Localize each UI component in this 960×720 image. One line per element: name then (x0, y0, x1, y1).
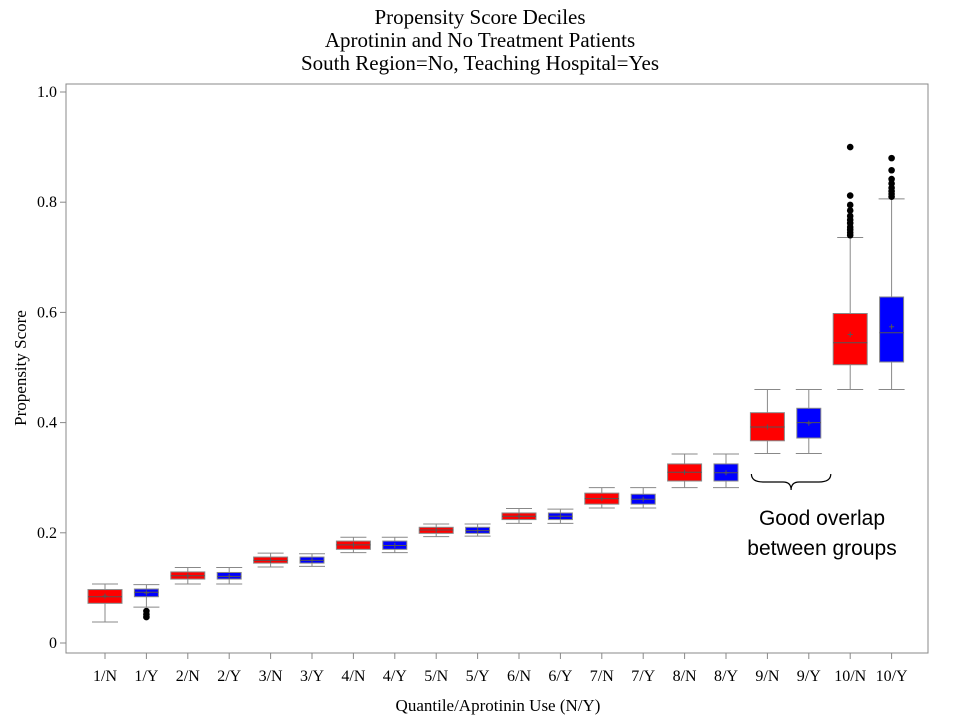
box-1-Y (133, 584, 160, 621)
box-2-N (170, 567, 206, 585)
mean-marker (889, 324, 895, 330)
y-tick-label: 0.2 (37, 525, 57, 542)
outlier-point (888, 175, 895, 183)
box-6-N (501, 508, 537, 524)
y-axis: 0 0.2 0.4 0.6 0.8 1.0 (37, 84, 66, 652)
y-axis-label: Propensity Score (11, 310, 30, 426)
mean-marker (143, 590, 149, 596)
plot-frame (65, 83, 929, 654)
outlier-point (846, 207, 854, 214)
box-5-Y (464, 523, 491, 537)
x-tick-label: 6/Y (548, 668, 572, 685)
x-axis-label: Quantile/Aprotinin Use (N/Y) (396, 696, 601, 715)
x-tick-label: 6/N (507, 668, 531, 685)
x-tick-label: 5/Y (466, 668, 490, 685)
mean-marker (392, 542, 398, 548)
box-4-Y (381, 536, 408, 554)
box-2-Y (216, 567, 243, 585)
x-tick-label: 3/Y (300, 668, 324, 685)
mean-marker (268, 557, 274, 563)
box-10-Y (878, 154, 905, 391)
box-7-Y (630, 487, 657, 509)
box-5-N (418, 523, 454, 538)
annotation-line-1: Good overlap (759, 507, 885, 530)
x-tick-label: 1/Y (134, 668, 158, 685)
mean-marker (475, 528, 481, 534)
x-tick-label: 4/N (341, 668, 365, 685)
y-tick-label: 0.8 (37, 194, 57, 211)
x-tick-label: 4/Y (383, 668, 407, 685)
y-tick-label: 0 (49, 635, 57, 652)
box-8-N (667, 453, 703, 489)
mean-marker (516, 513, 522, 519)
mean-marker (309, 557, 315, 563)
box-body (832, 313, 868, 366)
overlap-annotation: Good overlap between groups (747, 473, 897, 560)
x-tick-label: 5/N (424, 668, 448, 685)
x-tick-label: 1/N (93, 668, 117, 685)
x-tick-label: 9/N (755, 668, 779, 685)
box-9-N (749, 389, 785, 454)
title-line-3: South Region=No, Teaching Hospital=Yes (301, 51, 659, 75)
box-3-N (253, 552, 289, 568)
mean-marker (185, 573, 191, 579)
box-10-N (832, 143, 868, 391)
outlier-point (846, 212, 854, 220)
x-tick-label: 7/N (590, 668, 614, 685)
x-tick-label: 10/Y (876, 668, 908, 685)
box-body (879, 296, 905, 363)
annotation-line-2: between groups (747, 537, 896, 560)
title-line-2: Aprotinin and No Treatment Patients (325, 28, 635, 52)
overlap-brace (750, 473, 832, 491)
mean-marker (102, 593, 108, 599)
mean-marker (433, 527, 439, 533)
x-tick-label: 2/Y (217, 668, 241, 685)
x-tick-label: 3/N (259, 668, 283, 685)
title-line-1: Propensity Score Deciles (374, 5, 585, 29)
mean-marker (847, 331, 853, 337)
outlier-point (143, 607, 150, 615)
x-tick-label: 8/N (673, 668, 697, 685)
mean-marker (599, 496, 605, 502)
y-tick-label: 1.0 (37, 84, 57, 101)
outlier-point (846, 143, 854, 151)
x-tick-label: 8/Y (714, 668, 738, 685)
x-tick-label: 2/N (176, 668, 200, 685)
mean-marker (723, 470, 729, 476)
outlier-point (846, 192, 854, 199)
x-tick-label: 7/Y (631, 668, 655, 685)
outlier-point (888, 166, 895, 174)
box-8-Y (713, 453, 739, 489)
box-1-N (87, 583, 123, 623)
box-9-Y (795, 389, 822, 454)
outlier-point (888, 154, 895, 162)
mean-marker (350, 542, 356, 548)
x-tick-label: 10/N (834, 668, 866, 685)
mean-marker (682, 469, 688, 475)
mean-marker (764, 424, 770, 430)
box-6-Y (547, 508, 574, 524)
y-tick-label: 0.4 (37, 415, 57, 432)
mean-marker (557, 513, 563, 519)
box-3-Y (299, 553, 325, 567)
mean-marker (806, 420, 812, 426)
box-4-N (335, 536, 371, 554)
box-series (87, 143, 905, 623)
mean-marker (226, 573, 232, 579)
mean-marker (640, 496, 646, 502)
x-tick-label: 9/Y (797, 668, 821, 685)
outlier-point (846, 201, 854, 209)
box-7-N (584, 487, 620, 509)
x-axis: 1/N 1/Y 2/N 2/Y 3/N 3/Y 4/N 4/Y 5/N 5/Y 6/N 6/Y 7/N 7… (93, 653, 908, 685)
y-tick-label: 0.6 (37, 304, 57, 321)
